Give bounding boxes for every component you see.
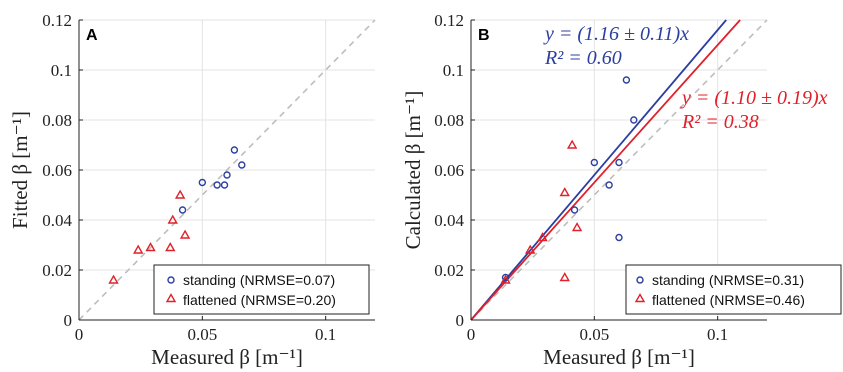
y-tick-label-0: 0 xyxy=(64,311,73,330)
y-axis-label-b: Calculated β [m⁻¹] xyxy=(401,91,425,250)
fit-line-1 xyxy=(470,19,741,321)
x-tick-label-1: 0.05 xyxy=(579,325,609,344)
marks-b xyxy=(500,76,638,284)
legend-label-flattened-b: flattened (NRMSE=0.46) xyxy=(652,292,805,308)
y-tick-label-2: 0.04 xyxy=(434,211,464,230)
point-standing-7 xyxy=(630,116,638,124)
point-standing-1 xyxy=(198,178,207,187)
fit-line-0 xyxy=(470,19,727,321)
point-standing-3 xyxy=(220,181,229,189)
point-flattened-5 xyxy=(174,189,186,199)
y-tick-label-2: 0.04 xyxy=(42,211,72,230)
point-flattened-1 xyxy=(524,244,536,254)
y-tick-label-3: 0.06 xyxy=(434,161,464,180)
x-tick-label-2: 0.1 xyxy=(707,325,728,344)
point-standing-0 xyxy=(501,273,510,282)
legend-box-a xyxy=(153,264,370,315)
legend-label-flattened-a: flattened (NRMSE=0.20) xyxy=(183,292,336,308)
legend-label-standing-b: standing (NRMSE=0.31) xyxy=(652,272,804,288)
x-tick-label-0: 0 xyxy=(467,325,476,344)
point-standing-6 xyxy=(238,161,246,169)
point-flattened-4 xyxy=(167,214,178,224)
point-standing-3 xyxy=(605,181,613,189)
point-standing-5 xyxy=(615,158,623,167)
point-standing-2 xyxy=(590,158,599,167)
point-standing-5 xyxy=(230,146,239,154)
legend-marker-standing-a xyxy=(167,276,175,284)
x-ticks-b: 0 0.05 0.1 xyxy=(467,316,728,344)
x-tick-label-2: 0.1 xyxy=(315,325,336,344)
fit-lines-b xyxy=(470,19,741,321)
point-standing-4 xyxy=(223,171,231,179)
y-tick-label-6: 0.12 xyxy=(434,11,464,30)
point-flattened-4 xyxy=(559,272,570,282)
y-tick-label-1: 0.02 xyxy=(434,261,464,280)
y-tick-label-3: 0.06 xyxy=(42,161,72,180)
point-flattened-0 xyxy=(108,274,119,284)
legend-marker-standing-b xyxy=(636,276,644,284)
point-flattened-0 xyxy=(500,274,511,284)
y-tick-label-5: 0.1 xyxy=(51,61,72,80)
identity-line-b xyxy=(470,19,768,321)
y-tick-label-5: 0.1 xyxy=(443,61,464,80)
panel-label-a: A xyxy=(86,27,98,44)
identity-line-a xyxy=(78,19,376,321)
legend-box-b xyxy=(625,264,842,315)
legend-label-standing-a: standing (NRMSE=0.07) xyxy=(183,272,335,288)
point-standing-1 xyxy=(570,206,579,214)
x-tick-label-0: 0 xyxy=(75,325,84,344)
x-axis-label-a: Measured β [m⁻¹] xyxy=(151,345,303,369)
point-standing-6 xyxy=(622,76,631,84)
fit-r2-standing: R² = 0.60 xyxy=(544,47,622,69)
x-tick-label-1: 0.05 xyxy=(187,325,217,344)
y-tick-label-6: 0.12 xyxy=(42,11,72,30)
y-axis-label-a: Fitted β [m⁻¹] xyxy=(8,111,32,229)
point-flattened-2 xyxy=(145,242,156,252)
x-ticks-a: 0 0.05 0.1 xyxy=(75,316,336,344)
marks-a xyxy=(108,146,246,284)
point-flattened-6 xyxy=(179,229,191,239)
y-ticks-a: 0 0.02 0.04 0.06 0.08 0.1 0.12 xyxy=(42,11,83,330)
panel-a: 0 0.05 0.1 0 0.02 0.04 0.06 0.08 0.1 0.12 A Meas… xyxy=(8,11,376,369)
fit-r2-flattened: R² = 0.38 xyxy=(681,111,759,133)
y-tick-label-4: 0.08 xyxy=(42,111,72,130)
y-ticks-b: 0 0.02 0.04 0.06 0.08 0.1 0.12 xyxy=(434,11,475,330)
point-standing-0 xyxy=(178,206,187,214)
point-standing-2 xyxy=(213,181,221,189)
y-tick-label-1: 0.02 xyxy=(42,261,72,280)
fit-equation-standing: y = (1.16 ± 0.11)x xyxy=(543,23,689,45)
point-flattened-6 xyxy=(571,222,583,232)
fit-equation-flattened: y = (1.10 ± 0.19)x xyxy=(680,87,828,109)
point-flattened-3 xyxy=(165,242,176,252)
point-flattened-3 xyxy=(559,187,570,197)
y-tick-label-4: 0.08 xyxy=(434,111,464,130)
legend-marker-flattened-b xyxy=(634,293,646,303)
panel-b: 0 0.05 0.1 0 0.02 0.04 0.06 0.08 0.1 0.12 B Meas… xyxy=(401,11,842,369)
y-tick-label-0: 0 xyxy=(456,311,465,330)
x-axis-label-b: Measured β [m⁻¹] xyxy=(543,345,695,369)
panel-label-b: B xyxy=(478,27,490,44)
point-flattened-1 xyxy=(132,244,144,254)
legend-b: standing (NRMSE=0.31) flattened (NRMSE=0… xyxy=(625,264,842,315)
point-flattened-2 xyxy=(537,232,548,242)
legend-marker-flattened-a xyxy=(165,293,177,303)
legend-a: standing (NRMSE=0.07) flattened (NRMSE=0… xyxy=(153,264,370,315)
point-standing-4 xyxy=(615,233,623,242)
point-flattened-5 xyxy=(566,139,578,149)
